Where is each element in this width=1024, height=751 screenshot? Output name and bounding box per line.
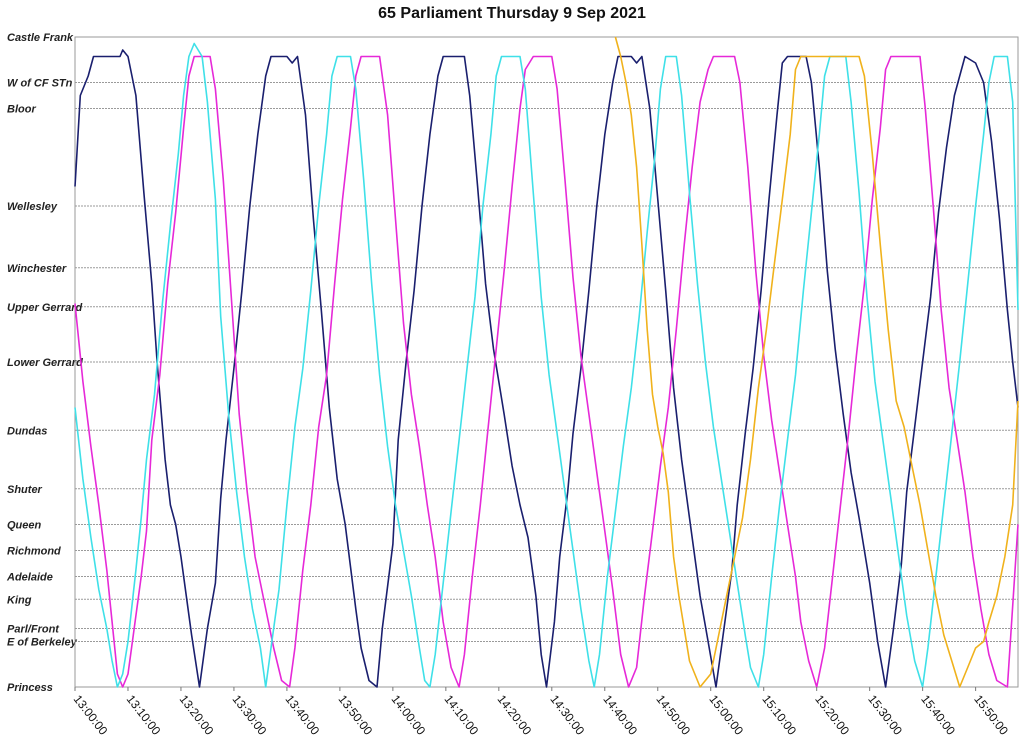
x-tick-label: 13:30:00: [230, 692, 270, 738]
x-tick-label: 15:00:00: [706, 692, 746, 738]
series-line-0: [74, 49, 1019, 688]
x-tick-label: 14:00:00: [389, 692, 429, 738]
x-tick-label: 14:40:00: [600, 692, 640, 738]
stop-label: Parl/Front: [7, 624, 60, 636]
stop-label: Adelaide: [6, 572, 53, 584]
stop-labels: Castle Frank W of CF STn Bloor Wellesley Win…: [6, 32, 83, 694]
stop-label: Queen: [7, 520, 42, 532]
stop-label: Dundas: [7, 425, 47, 437]
stop-label: Upper Gerrard: [7, 302, 82, 314]
x-tick-label: 15:50:00: [971, 692, 1011, 738]
x-tick-label: 15:10:00: [759, 692, 799, 738]
series-line-1: [74, 55, 1019, 688]
x-tick-label: 14:10:00: [441, 692, 481, 738]
x-tick-label: 15:40:00: [918, 692, 958, 738]
x-tick-label: 13:50:00: [336, 692, 376, 738]
series-layer: [74, 36, 1019, 688]
stop-label: King: [7, 594, 32, 606]
x-tick-label: 13:00:00: [71, 692, 111, 738]
x-tick-label: 14:50:00: [653, 692, 693, 738]
stop-label: Bloor: [7, 104, 36, 116]
x-tick-label: 13:40:00: [283, 692, 323, 738]
chart-title: 65 Parliament Thursday 9 Sep 2021: [378, 5, 646, 22]
grid-layer: [75, 36, 1018, 688]
x-tick-label: 14:20:00: [494, 692, 534, 738]
stop-label: Winchester: [7, 263, 67, 275]
series-line-2: [74, 42, 1019, 688]
x-tick-label: 15:30:00: [865, 692, 905, 738]
stop-label: Shuter: [7, 484, 43, 496]
x-tick-label: 13:10:00: [124, 692, 164, 738]
series-line-3: [614, 36, 1019, 688]
stop-label: Castle Frank: [7, 32, 74, 44]
stop-label: E of Berkeley: [7, 637, 78, 649]
x-tick-label: 15:20:00: [812, 692, 852, 738]
stop-label: W of CF STn: [7, 78, 73, 90]
x-tick-label: 14:30:00: [547, 692, 587, 738]
time-labels: 13:00:00 13:10:00 13:20:00 13:30:00 13:40:00…: [71, 687, 1011, 738]
stop-label: Richmond: [7, 546, 61, 558]
stop-label: Wellesley: [7, 201, 58, 213]
stop-label: Lower Gerrard: [7, 357, 83, 369]
stop-label: Princess: [7, 682, 53, 694]
x-tick-label: 13:20:00: [177, 692, 217, 738]
